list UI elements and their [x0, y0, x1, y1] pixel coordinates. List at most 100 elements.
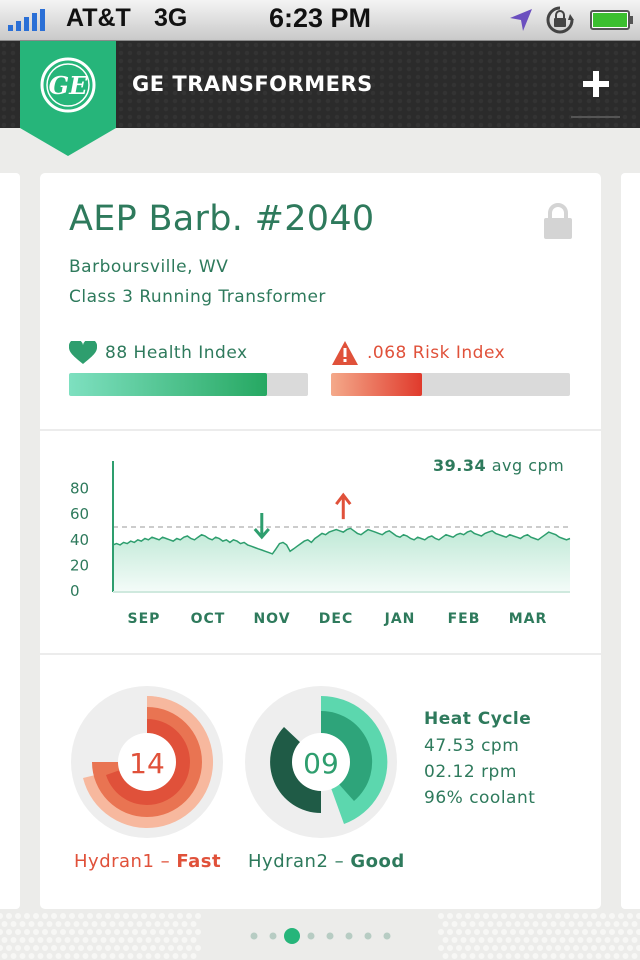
pattern-dot — [87, 913, 93, 919]
pattern-dot — [622, 937, 629, 943]
up-arrow-marker — [335, 492, 352, 520]
pattern-dot — [456, 929, 462, 935]
pattern-dot — [28, 921, 35, 927]
pattern-dot — [163, 921, 170, 927]
next-card[interactable] — [621, 173, 640, 909]
pattern-dot — [564, 929, 570, 935]
pattern-dot — [546, 929, 552, 935]
health-index-label: 88 Health Index — [105, 343, 248, 363]
pattern-dot — [559, 953, 566, 959]
pattern-dot — [91, 953, 98, 959]
pattern-dot — [132, 913, 138, 919]
battery-icon — [590, 10, 633, 30]
x-tick-label: DEC — [319, 611, 353, 627]
pattern-dot — [636, 945, 640, 951]
status-bar: AT&T 3G 6:23 PM — [0, 0, 640, 41]
pattern-dot — [510, 929, 516, 935]
pattern-dot — [469, 921, 476, 927]
divider — [40, 429, 601, 431]
hydran1-status: Fast — [176, 851, 222, 872]
page-dot[interactable] — [250, 932, 258, 940]
hydran2-gauge[interactable]: 09 — [244, 685, 398, 839]
y-tick-label: 0 — [70, 582, 80, 600]
pattern-dot — [442, 953, 449, 959]
pattern-dot — [127, 937, 134, 943]
page-dot[interactable] — [307, 932, 315, 940]
location-arrow-icon — [510, 9, 532, 31]
pattern-dot — [78, 945, 84, 951]
pattern-dot — [60, 929, 66, 935]
pattern-dot — [604, 937, 611, 943]
pattern-dot — [600, 945, 606, 951]
pattern-dot — [24, 913, 30, 919]
pattern-dot — [100, 953, 107, 959]
heat-cycle-coolant: 96% coolant — [424, 788, 536, 808]
pattern-dot — [163, 953, 170, 959]
pattern-dot — [127, 921, 134, 927]
pattern-dot — [447, 913, 453, 919]
pattern-dot — [105, 929, 111, 935]
pattern-dot — [487, 921, 494, 927]
clock: 6:23 PM — [268, 3, 372, 33]
pattern-dot — [514, 921, 521, 927]
hydran1-gauge[interactable]: 14 — [70, 685, 224, 839]
page-dot[interactable] — [269, 932, 277, 940]
pattern-dot — [69, 929, 75, 935]
pattern-dot — [519, 929, 525, 935]
pattern-dot — [591, 929, 597, 935]
padlock-icon[interactable] — [544, 203, 572, 239]
pattern-dot — [190, 937, 197, 943]
pattern-dot — [145, 953, 152, 959]
pattern-dot — [505, 953, 512, 959]
page-dot[interactable] — [326, 932, 334, 940]
pattern-dot — [15, 945, 21, 951]
pattern-dot — [105, 913, 111, 919]
page-dot-active[interactable] — [284, 928, 300, 944]
pattern-dot — [46, 937, 53, 943]
pattern-dot — [564, 945, 570, 951]
pattern-dot — [474, 945, 480, 951]
pattern-dot — [100, 937, 107, 943]
pattern-dot — [555, 913, 561, 919]
pattern-dot — [586, 937, 593, 943]
pattern-dot — [451, 921, 458, 927]
pattern-dot — [190, 921, 197, 927]
previous-card[interactable] — [0, 173, 20, 909]
pattern-dot — [595, 937, 602, 943]
transformer-card[interactable]: AEP Barb. #2040 Barboursville, WV Class … — [40, 173, 601, 909]
pattern-dot — [577, 937, 584, 943]
pattern-dot — [186, 913, 192, 919]
page-indicator[interactable] — [0, 922, 640, 952]
pattern-dot — [631, 937, 638, 943]
pattern-dot — [64, 921, 71, 927]
pattern-dot — [541, 937, 548, 943]
page-dot[interactable] — [383, 932, 391, 940]
pattern-dot — [100, 921, 107, 927]
pattern-dot — [442, 921, 449, 927]
pattern-dot — [51, 913, 57, 919]
pattern-dot — [465, 929, 471, 935]
plus-icon — [583, 71, 609, 97]
add-button[interactable] — [572, 60, 620, 108]
pattern-dot — [447, 945, 453, 951]
pattern-dot — [82, 953, 89, 959]
pattern-dot — [190, 953, 197, 959]
pattern-dot — [447, 929, 453, 935]
risk-index: .068 Risk Index — [331, 339, 505, 367]
pattern-dot — [474, 913, 480, 919]
pattern-dot — [604, 921, 611, 927]
ge-logo[interactable]: GE — [20, 41, 116, 156]
pattern-dot — [573, 945, 579, 951]
pattern-dot — [145, 921, 152, 927]
page-dot[interactable] — [364, 932, 372, 940]
page-dot[interactable] — [345, 932, 353, 940]
cpm-chart[interactable]: 80 60 40 20 0 SEP OCT NOV DEC JAN FEB MAR — [40, 433, 601, 653]
background-pattern — [0, 913, 640, 959]
pattern-dot — [96, 929, 102, 935]
pattern-dot — [586, 921, 593, 927]
pattern-dot — [55, 953, 62, 959]
pattern-dot — [618, 929, 624, 935]
pattern-dot — [118, 921, 125, 927]
pattern-dot — [582, 945, 588, 951]
pattern-dot — [591, 913, 597, 919]
